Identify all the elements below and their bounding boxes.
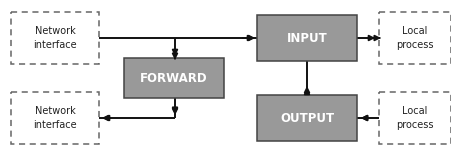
FancyBboxPatch shape <box>11 12 99 64</box>
Text: Network
interface: Network interface <box>33 26 77 50</box>
Text: Local
process: Local process <box>396 106 433 130</box>
Text: OUTPUT: OUTPUT <box>279 112 333 124</box>
FancyBboxPatch shape <box>124 58 224 98</box>
Text: Network
interface: Network interface <box>33 106 77 130</box>
FancyBboxPatch shape <box>378 12 450 64</box>
Text: FORWARD: FORWARD <box>140 71 207 85</box>
Text: Local
process: Local process <box>396 26 433 50</box>
FancyBboxPatch shape <box>257 15 356 61</box>
FancyBboxPatch shape <box>378 92 450 144</box>
Text: INPUT: INPUT <box>286 32 327 44</box>
FancyBboxPatch shape <box>257 95 356 141</box>
FancyBboxPatch shape <box>11 92 99 144</box>
